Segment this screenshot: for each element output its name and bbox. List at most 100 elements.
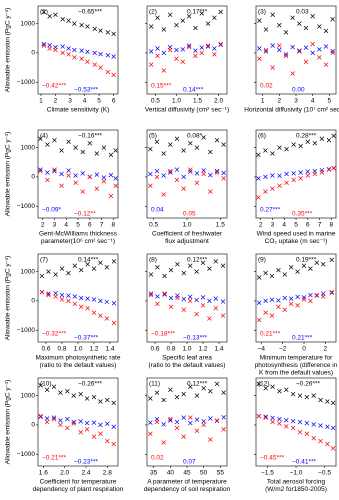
point	[311, 435, 316, 441]
point	[319, 170, 325, 175]
point	[65, 416, 70, 422]
point	[91, 420, 97, 425]
annotation: 0.08*	[187, 133, 203, 140]
point	[53, 47, 58, 53]
x-tick-label: 2	[278, 98, 282, 105]
point	[72, 263, 78, 268]
point	[87, 174, 93, 180]
point	[288, 264, 294, 270]
annotation: 0.27***	[260, 207, 281, 214]
point	[325, 424, 330, 429]
point	[188, 140, 193, 146]
point	[111, 320, 117, 326]
annotation: −0.65***	[78, 9, 103, 16]
point	[47, 43, 52, 48]
annotation: 0.03	[296, 9, 309, 16]
x-tick-label: 1.6	[39, 470, 48, 477]
point	[80, 189, 85, 194]
point	[154, 390, 160, 395]
point	[73, 173, 78, 178]
point	[94, 186, 100, 191]
point	[148, 146, 153, 152]
x-tick-label: 35	[150, 470, 158, 477]
annotation: (4)	[40, 133, 48, 140]
point	[308, 292, 313, 298]
x-tick-label: 3	[271, 222, 275, 229]
point	[214, 138, 220, 143]
plot-frame	[146, 5, 228, 95]
point	[175, 295, 180, 301]
point	[270, 43, 275, 48]
point	[148, 171, 153, 177]
point	[201, 168, 206, 173]
point	[213, 259, 219, 264]
point	[290, 15, 295, 20]
point	[291, 177, 296, 183]
point	[221, 176, 226, 181]
point	[283, 30, 289, 35]
point	[304, 394, 310, 400]
point	[174, 22, 179, 28]
annotation: (6)	[258, 133, 266, 140]
point	[323, 44, 329, 49]
annotation: (12)	[258, 381, 270, 388]
point	[111, 441, 116, 447]
annotation: −0.26***	[296, 381, 321, 388]
annotation: 0.07	[183, 459, 196, 466]
x-tick-label: 1.0	[182, 222, 191, 229]
y-axis-label: Allowable emission (PgC y⁻¹)	[5, 8, 12, 93]
x-tick-label: 1.0	[172, 98, 181, 105]
point	[161, 68, 167, 73]
point	[298, 170, 303, 175]
point	[78, 295, 84, 301]
annotation: (1)	[40, 9, 48, 16]
point	[38, 167, 43, 172]
x-tick-label: 2	[324, 346, 328, 353]
point	[66, 293, 71, 298]
point	[91, 310, 97, 315]
point	[78, 304, 84, 310]
point	[148, 291, 154, 296]
point	[186, 43, 192, 48]
point	[317, 24, 322, 29]
point	[297, 419, 303, 425]
point	[92, 50, 97, 56]
point	[282, 295, 288, 301]
point	[84, 420, 90, 426]
annotation: 0.14***	[78, 257, 99, 264]
plot-frame	[255, 129, 337, 219]
point	[111, 424, 116, 429]
point	[45, 142, 50, 147]
x-tick-label: 6	[112, 98, 116, 105]
point	[80, 171, 85, 176]
point	[205, 44, 211, 49]
point	[44, 416, 50, 421]
point	[186, 14, 192, 19]
point	[199, 50, 204, 56]
point	[263, 310, 268, 315]
point	[205, 21, 211, 26]
point	[94, 151, 100, 156]
point	[311, 393, 316, 398]
point	[270, 65, 275, 70]
point	[162, 292, 167, 297]
point	[318, 397, 323, 403]
point	[200, 295, 206, 300]
point	[154, 419, 160, 425]
point	[38, 136, 43, 142]
point	[318, 438, 323, 444]
point	[84, 396, 90, 401]
annotation: 0.35***	[292, 211, 313, 218]
x-tick-label: −1.5	[261, 470, 274, 477]
point	[187, 294, 193, 300]
annotation: (7)	[40, 257, 48, 264]
point	[276, 298, 281, 303]
point	[290, 418, 296, 424]
point	[270, 151, 275, 156]
point	[305, 173, 311, 178]
point	[214, 168, 220, 174]
point	[161, 173, 166, 178]
point	[290, 425, 296, 431]
x-tick-label: 4	[64, 222, 68, 229]
